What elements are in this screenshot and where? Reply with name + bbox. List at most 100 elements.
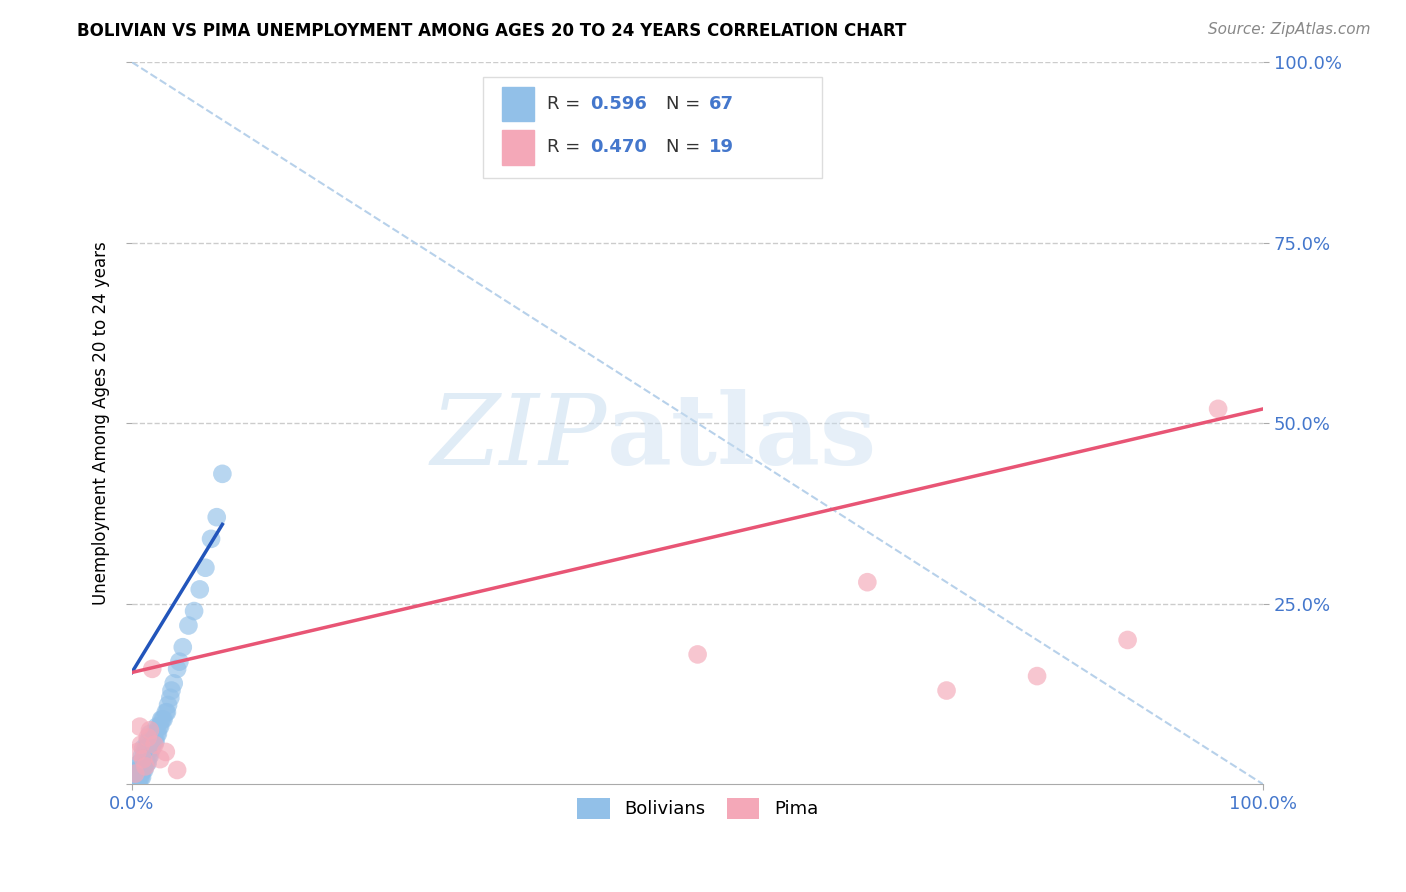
Point	[131, 770, 153, 784]
Point	[134, 763, 156, 777]
Point	[172, 640, 194, 655]
Point	[136, 731, 159, 745]
Point	[128, 770, 150, 784]
Point	[146, 727, 169, 741]
Point	[124, 777, 146, 791]
Point	[127, 745, 149, 759]
Text: R =: R =	[547, 138, 586, 156]
Point	[149, 720, 172, 734]
Point	[194, 560, 217, 574]
Point	[128, 756, 150, 770]
Point	[143, 734, 166, 748]
Point	[125, 777, 148, 791]
Point	[145, 734, 167, 748]
Point	[128, 770, 150, 784]
Point	[143, 738, 166, 752]
Point	[135, 741, 157, 756]
Point	[1206, 401, 1229, 416]
Legend: Bolivians, Pima: Bolivians, Pima	[569, 790, 825, 826]
Text: N =: N =	[666, 138, 706, 156]
Point	[1116, 632, 1139, 647]
Point	[128, 720, 150, 734]
Point	[183, 604, 205, 618]
Point	[135, 756, 157, 770]
Point	[149, 752, 172, 766]
Point	[200, 532, 222, 546]
Point	[155, 705, 177, 719]
Point	[122, 777, 145, 791]
Point	[148, 720, 170, 734]
Point	[152, 713, 174, 727]
Point	[134, 756, 156, 770]
Point	[138, 734, 160, 748]
Point	[856, 575, 879, 590]
Point	[129, 756, 152, 770]
Point	[129, 738, 152, 752]
Point	[163, 676, 186, 690]
Point	[131, 763, 153, 777]
Point	[136, 756, 159, 770]
Point	[152, 713, 174, 727]
Point	[127, 773, 149, 788]
Point	[156, 705, 179, 719]
Point	[139, 748, 162, 763]
Point	[935, 683, 957, 698]
Point	[132, 763, 155, 777]
Point	[124, 766, 146, 780]
Text: 0.470: 0.470	[591, 138, 647, 156]
Text: 19: 19	[709, 138, 734, 156]
Text: BOLIVIAN VS PIMA UNEMPLOYMENT AMONG AGES 20 TO 24 YEARS CORRELATION CHART: BOLIVIAN VS PIMA UNEMPLOYMENT AMONG AGES…	[77, 22, 907, 40]
Point	[131, 748, 153, 763]
Text: Source: ZipAtlas.com: Source: ZipAtlas.com	[1208, 22, 1371, 37]
Point	[134, 741, 156, 756]
Point	[127, 763, 149, 777]
Point	[686, 648, 709, 662]
Point	[166, 662, 188, 676]
Point	[138, 748, 160, 763]
Point	[142, 734, 165, 748]
Point	[139, 727, 162, 741]
FancyBboxPatch shape	[482, 77, 823, 178]
Point	[134, 748, 156, 763]
Point	[157, 698, 180, 712]
Point	[128, 763, 150, 777]
Point	[169, 655, 191, 669]
Point	[143, 727, 166, 741]
Point	[141, 662, 163, 676]
Point	[160, 683, 183, 698]
Text: N =: N =	[666, 95, 706, 113]
Point	[129, 770, 152, 784]
Point	[132, 741, 155, 756]
Point	[139, 741, 162, 756]
Y-axis label: Unemployment Among Ages 20 to 24 years: Unemployment Among Ages 20 to 24 years	[93, 242, 110, 605]
Point	[150, 713, 173, 727]
Point	[127, 770, 149, 784]
Point	[166, 763, 188, 777]
Text: atlas: atlas	[607, 389, 877, 486]
Point	[1026, 669, 1049, 683]
Point	[132, 756, 155, 770]
Point	[128, 777, 150, 791]
FancyBboxPatch shape	[502, 130, 533, 165]
Point	[134, 759, 156, 773]
Text: ZIP: ZIP	[430, 390, 607, 485]
Point	[188, 582, 211, 597]
Point	[177, 618, 200, 632]
Point	[145, 727, 167, 741]
Point	[122, 770, 145, 784]
Text: R =: R =	[547, 95, 586, 113]
Point	[124, 770, 146, 784]
Point	[205, 510, 228, 524]
Point	[136, 734, 159, 748]
Point	[145, 720, 167, 734]
Point	[211, 467, 233, 481]
Point	[132, 752, 155, 766]
Point	[125, 773, 148, 788]
Point	[141, 741, 163, 756]
Point	[159, 690, 181, 705]
Text: 0.596: 0.596	[591, 95, 647, 113]
Text: 67: 67	[709, 95, 734, 113]
Point	[125, 770, 148, 784]
Point	[122, 777, 145, 791]
FancyBboxPatch shape	[502, 87, 533, 121]
